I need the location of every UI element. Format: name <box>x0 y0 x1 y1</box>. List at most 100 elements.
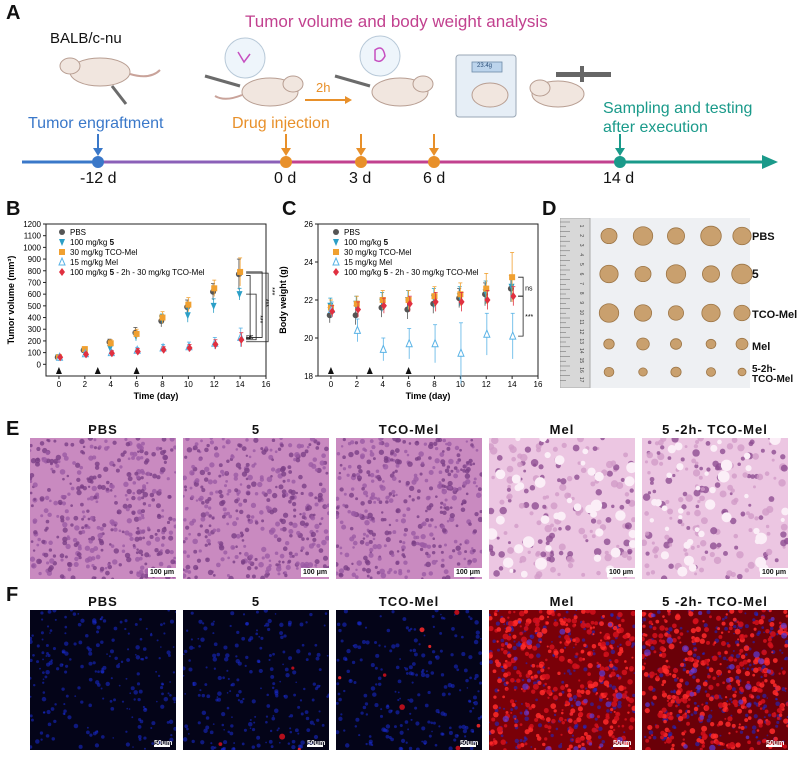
injection-arrow <box>327 367 334 374</box>
cell-nucleus <box>692 449 700 457</box>
cell-nucleus <box>433 441 438 446</box>
cell-nucleus <box>56 535 60 539</box>
cell-nucleus <box>89 495 95 501</box>
cleared-area <box>683 555 694 566</box>
red-signal <box>553 650 559 656</box>
cell-nucleus <box>420 542 426 548</box>
cell-nucleus <box>388 495 391 498</box>
cell-nucleus <box>538 464 544 470</box>
cell-nucleus <box>277 447 282 451</box>
cell-nucleus <box>440 459 446 465</box>
x-tick-label: 0 <box>57 380 62 389</box>
dapi-signal <box>448 730 453 735</box>
dapi-signal <box>590 702 594 707</box>
cell-nucleus <box>49 458 55 464</box>
cell-nucleus <box>355 575 359 579</box>
cell-nucleus <box>456 562 461 566</box>
cell-nucleus <box>127 503 133 509</box>
dapi-signal <box>500 638 505 643</box>
cell-nucleus <box>388 492 393 496</box>
cell-nucleus <box>166 477 170 481</box>
dapi-signal <box>336 622 341 627</box>
dapi-signal <box>274 613 277 615</box>
cell-nucleus <box>128 532 133 537</box>
cell-nucleus <box>70 523 74 527</box>
tumor-sample <box>731 263 753 285</box>
red-signal <box>751 687 754 690</box>
cell-nucleus <box>431 559 437 565</box>
red-signal <box>715 615 722 621</box>
cleared-area <box>780 517 785 523</box>
cell-nucleus <box>69 482 72 485</box>
dapi-signal <box>564 646 567 649</box>
dapi-signal <box>375 683 378 686</box>
data-point <box>406 299 413 308</box>
red-signal <box>722 707 727 712</box>
cell-nucleus <box>363 490 368 496</box>
cell-nucleus <box>343 492 347 496</box>
red-signal <box>729 610 735 614</box>
dapi-signal <box>477 716 481 720</box>
red-signal <box>599 621 604 627</box>
cell-nucleus <box>113 494 117 498</box>
cell-nucleus <box>74 556 79 562</box>
dapi-signal <box>362 705 367 710</box>
red-signal <box>672 637 677 643</box>
red-signal <box>706 640 711 645</box>
red-signal <box>659 653 663 657</box>
he-scale-bar: 100 μm <box>301 568 330 577</box>
dapi-signal <box>746 667 750 670</box>
red-signal <box>725 613 728 616</box>
cell-nucleus <box>468 522 472 526</box>
red-signal <box>509 699 515 704</box>
cell-nucleus <box>336 544 340 548</box>
cell-nucleus <box>252 449 256 453</box>
y-tick-label: 0 <box>37 360 42 369</box>
cell-nucleus <box>158 488 162 493</box>
dapi-signal <box>521 703 523 705</box>
dapi-signal <box>407 728 410 731</box>
cell-nucleus <box>347 464 352 469</box>
cell-nucleus <box>705 441 711 446</box>
data-point <box>134 347 141 356</box>
cell-nucleus <box>172 518 176 522</box>
cell-nucleus <box>109 519 115 525</box>
tumor-sample <box>600 227 618 245</box>
red-signal <box>662 679 667 684</box>
cell-nucleus <box>596 519 602 525</box>
red-signal <box>712 655 718 662</box>
cell-nucleus <box>131 510 136 515</box>
cell-nucleus <box>359 540 365 545</box>
red-signal <box>645 738 650 743</box>
tumor-sample <box>603 366 615 378</box>
cell-nucleus <box>445 575 451 579</box>
dapi-signal <box>222 746 226 750</box>
cell-nucleus <box>194 575 198 579</box>
red-signal <box>608 733 612 737</box>
cell-nucleus <box>30 449 32 452</box>
red-signal <box>553 621 559 627</box>
dapi-signal <box>379 615 382 618</box>
cell-nucleus <box>169 549 174 555</box>
cell-nucleus <box>141 441 145 446</box>
red-signal <box>624 690 628 694</box>
timeline-diagram <box>22 35 778 169</box>
cell-nucleus <box>110 528 114 532</box>
cell-nucleus <box>270 467 276 472</box>
cell-nucleus <box>183 573 187 579</box>
tumor-sample <box>701 303 721 323</box>
red-signal <box>582 657 586 661</box>
dapi-signal <box>558 744 563 749</box>
red-signal <box>621 693 627 699</box>
dapi-signal <box>192 683 195 687</box>
cell-nucleus <box>611 504 615 509</box>
cell-nucleus <box>339 487 344 492</box>
dapi-signal <box>432 625 436 628</box>
red-signal <box>609 660 612 664</box>
cleared-area <box>573 503 582 512</box>
cell-nucleus <box>479 549 482 554</box>
dapi-signal <box>391 610 395 614</box>
cell-nucleus <box>248 455 252 459</box>
dapi-signal <box>461 652 466 657</box>
tumor-sample <box>634 265 652 283</box>
